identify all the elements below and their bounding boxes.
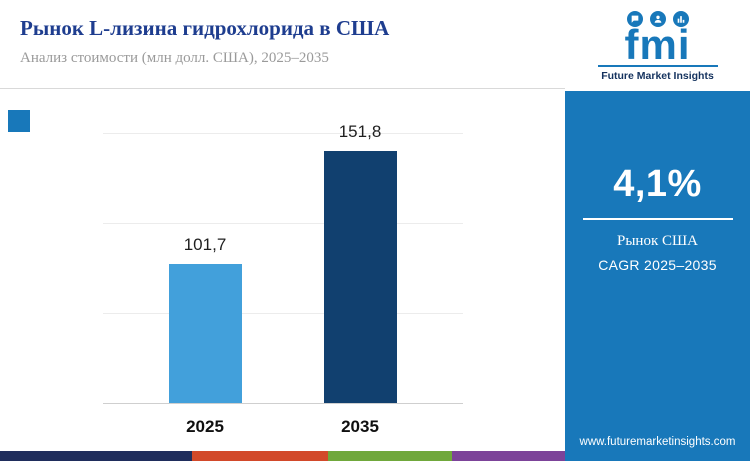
cagr-value: 4,1% [613, 163, 702, 205]
bar-chart-icon [672, 10, 689, 27]
bar-value-label: 101,7 [183, 235, 227, 254]
stat-label-cagr: CAGR 2025–2035 [598, 257, 717, 273]
chart-section: Рынок L-лизина гидрохлорида в США Анализ… [0, 0, 565, 461]
website-link[interactable]: www.futuremarketinsights.com [579, 436, 736, 448]
gridline [102, 312, 463, 314]
stripe-segment [451, 451, 565, 461]
logo-rule [597, 65, 718, 68]
footer-stripe [0, 451, 565, 461]
stat-label-market: Рынок США [617, 233, 698, 249]
bar-value-label: 151,8 [338, 122, 382, 141]
stripe-segment [327, 451, 452, 461]
stat-panel: 4,1% Рынок США CAGR 2025–2035 www.future… [565, 91, 750, 461]
page-title: Рынок L-лизина гидрохлорида в США [20, 16, 390, 40]
chart-header: Рынок L-лизина гидрохлорида в США Анализ… [0, 0, 565, 89]
bar-group: 101,7 2025 [168, 133, 242, 436]
chat-icon [626, 10, 643, 27]
x-axis-label: 2035 [341, 417, 379, 436]
gridline [102, 133, 463, 134]
stripe-segment [0, 451, 193, 461]
bar-2025 [168, 264, 242, 403]
bar-group: 151,8 2035 [323, 122, 397, 436]
bar-2035 [323, 151, 397, 403]
brand-section: fmi Future Market Insights 4,1% Рынок СШ… [565, 0, 750, 461]
stripe-segment [192, 451, 328, 461]
logo-text: fmi [624, 20, 691, 68]
stat-rule [582, 218, 733, 220]
person-icon [649, 10, 666, 27]
x-axis-label: 2025 [186, 417, 224, 436]
gridline [102, 222, 463, 224]
bars: 101,7 2025 151,8 2035 [103, 122, 463, 436]
page-subtitle: Анализ стоимости (млн долл. США), 2025–2… [20, 50, 329, 66]
fmi-logo: fmi Future Market Insights [565, 0, 750, 91]
bar-chart: 101,7 2025 151,8 2035 [102, 122, 463, 436]
logo-icons [626, 10, 689, 27]
accent-square [8, 110, 30, 132]
logo-tagline: Future Market Insights [601, 70, 714, 83]
